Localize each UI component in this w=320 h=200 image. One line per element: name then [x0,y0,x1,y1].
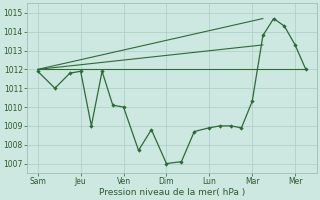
X-axis label: Pression niveau de la mer( hPa ): Pression niveau de la mer( hPa ) [99,188,245,197]
